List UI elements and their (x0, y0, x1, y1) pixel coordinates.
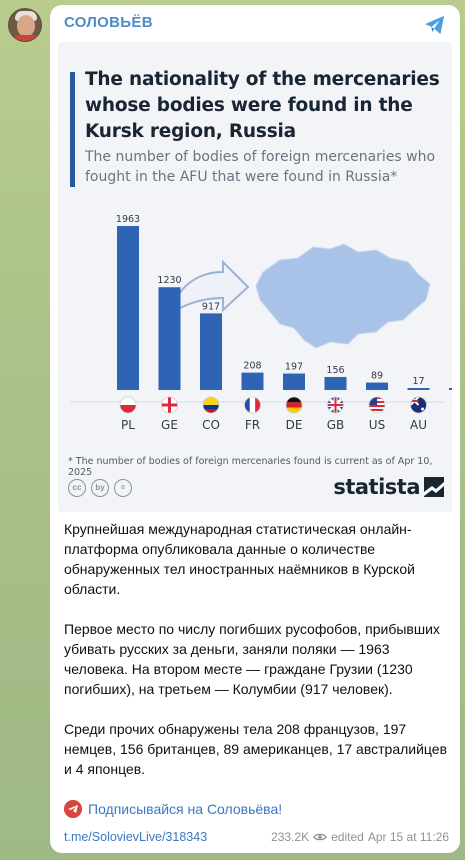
category-label-au: AU (410, 418, 427, 432)
flag-pl-icon (119, 396, 137, 414)
data-label-ge: 1230 (157, 275, 181, 286)
flag-ge-icon (161, 396, 178, 414)
telegram-red-icon (64, 800, 82, 818)
data-label-gb: 156 (326, 365, 344, 376)
channel-name[interactable]: СОЛОВЬЁВ (64, 14, 153, 31)
chart-bar-co (200, 313, 222, 390)
category-label-de: DE (286, 418, 303, 432)
post-link[interactable]: t.me/SolovievLive/318343 (64, 830, 208, 844)
subscribe-link[interactable]: Подписывайся на Соловьёва! (64, 800, 282, 818)
post-text: Крупнейшая международная статистическая … (64, 519, 449, 799)
data-label-fr: 208 (243, 361, 261, 372)
message-card: СОЛОВЬЁВ The nationality of the mercenar… (50, 5, 460, 853)
cc-icon: cc (68, 479, 86, 497)
category-label-co: CO (202, 418, 220, 432)
eye-icon (313, 833, 327, 841)
kursk-region-map (255, 243, 431, 349)
flag-fr-icon (244, 396, 261, 414)
post-paragraph: Крупнейшая международная статистическая … (64, 521, 415, 597)
title-accent-bar (70, 72, 75, 187)
infographic-footnote: * The number of bodies of foreign mercen… (68, 456, 433, 478)
flag-us-icon (368, 396, 386, 414)
chart-bar-ge (158, 287, 181, 390)
chart-bar-gb (324, 376, 347, 390)
nd-icon: = (114, 479, 132, 497)
bar-chart: 1963123091720819715689174 PLGECOFRDEGBUS… (70, 214, 452, 432)
chart-bar-au (407, 388, 430, 390)
telegram-share-icon[interactable] (424, 15, 446, 35)
flag-au-icon (410, 396, 427, 414)
message-date: Apr 15 at 11:26 (367, 830, 449, 844)
post-paragraph: Среди прочих обнаружены тела 208 француз… (64, 721, 448, 777)
data-label-pl: 1963 (116, 214, 140, 225)
category-label-pl: PL (121, 418, 135, 432)
data-label-au: 17 (412, 376, 424, 387)
subscribe-link-text[interactable]: Подписывайся на Соловьёва! (88, 801, 283, 817)
chart-bar-pl (117, 226, 139, 390)
arrow-decoration (171, 259, 250, 314)
data-label-co: 917 (202, 301, 220, 312)
statista-wordmark: statista (333, 475, 420, 499)
meta-info: 233.2K edited Apr 15 at 11:26 (271, 830, 449, 844)
chart-bar-fr (241, 372, 264, 390)
by-icon: by (91, 479, 109, 497)
edited-label: edited (331, 830, 364, 844)
infographic-title: The nationality of the mercenaries whose… (85, 69, 440, 142)
flag-gb-icon (327, 396, 344, 414)
infographic-image[interactable]: The nationality of the mercenaries whose… (58, 42, 452, 512)
post-paragraph: Первое место по числу погибших русофобов… (64, 621, 440, 697)
avatar-shirt (11, 35, 41, 41)
category-label-us: US (369, 418, 385, 432)
statista-logo-icon (424, 477, 444, 497)
infographic-subtitle: The number of bodies of foreign mercenar… (85, 149, 436, 185)
category-label-fr: FR (245, 418, 260, 432)
channel-avatar[interactable] (8, 8, 42, 42)
avatar-face (17, 15, 35, 37)
message-meta: t.me/SolovievLive/318343 233.2K edited A… (64, 830, 449, 844)
view-count: 233.2K (271, 830, 310, 844)
chart-bar-us (366, 382, 388, 390)
category-label-ge: GE (161, 418, 178, 432)
category-label-gb: GB (327, 418, 345, 432)
data-label-us: 89 (371, 371, 383, 382)
license-icons: cc by = (68, 479, 132, 497)
flag-de-icon (285, 396, 303, 414)
chart-bar-jp (449, 388, 452, 390)
statista-brand: statista (333, 475, 444, 499)
flag-co-icon (202, 396, 220, 414)
chart-bar-de (283, 373, 305, 390)
data-label-de: 197 (285, 362, 303, 373)
